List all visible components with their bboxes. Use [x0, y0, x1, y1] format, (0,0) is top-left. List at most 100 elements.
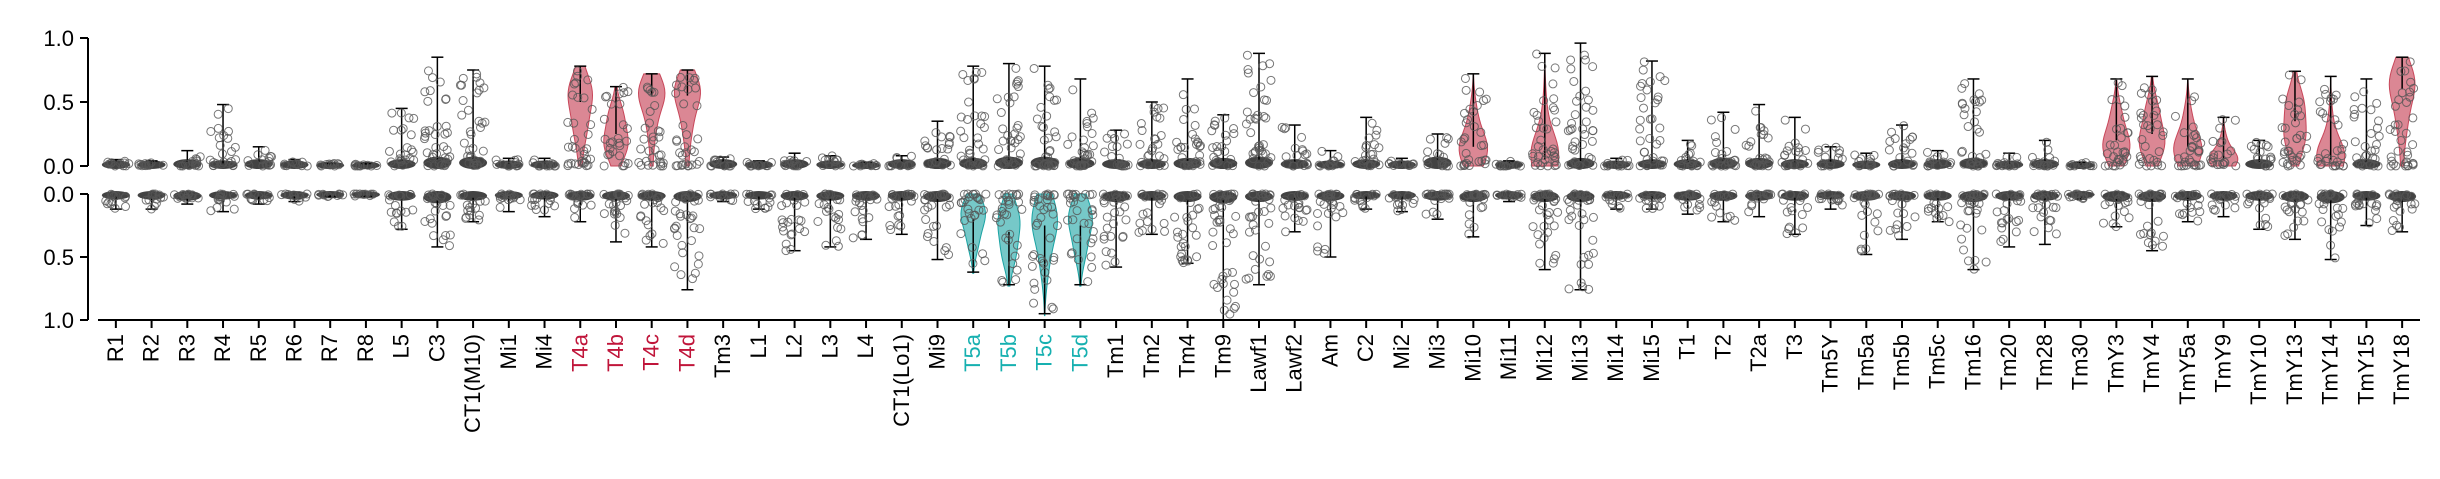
bottom-point	[2142, 191, 2152, 201]
bottom-point	[1208, 241, 1218, 251]
bottom-point	[2170, 191, 2180, 201]
top-point	[1372, 125, 1382, 135]
bottom-point	[1241, 274, 1251, 284]
bottom-point	[857, 200, 867, 210]
top-point	[441, 121, 451, 131]
category-group-t1	[1673, 139, 1705, 215]
category-label: T5a	[960, 333, 985, 372]
top-point	[678, 120, 688, 130]
bottom-point	[693, 189, 703, 199]
bottom-point	[1048, 304, 1058, 314]
top-point	[2394, 95, 2404, 105]
top-point	[2386, 161, 2396, 171]
top-point	[2294, 97, 2304, 107]
bottom-point	[468, 199, 478, 209]
bottom-point	[2011, 227, 2021, 237]
top-point	[1135, 139, 1145, 149]
top-point	[1550, 105, 1560, 115]
bottom-point	[442, 211, 452, 221]
bottom-point	[1934, 203, 1944, 213]
top-point	[1578, 139, 1588, 149]
top-point	[2050, 156, 2060, 166]
top-point	[1647, 114, 1657, 124]
bottom-point	[289, 194, 299, 204]
top-point	[1261, 113, 1271, 123]
bottom-point	[1039, 258, 1049, 268]
bottom-point	[1192, 189, 1202, 199]
bottom-point	[819, 192, 829, 202]
top-point	[1884, 145, 1894, 155]
category-group-tm1	[1098, 129, 1133, 270]
bottom-point	[368, 189, 378, 199]
top-point	[855, 161, 865, 171]
bottom-point	[1280, 211, 1290, 221]
bottom-point	[622, 196, 632, 206]
category-group-tm3	[706, 154, 740, 206]
top-point	[1821, 143, 1831, 153]
top-point	[2296, 75, 2306, 85]
bottom-point	[1265, 271, 1275, 281]
bottom-point	[1969, 191, 1979, 201]
top-point	[1476, 127, 1486, 137]
top-point	[2102, 149, 2112, 159]
bottom-point	[1510, 191, 1520, 201]
top-point	[1191, 157, 1201, 167]
top-point	[939, 154, 949, 164]
category-group-tm5c	[1923, 147, 1956, 227]
top-point	[1635, 161, 1645, 171]
bottom-point	[1782, 229, 1792, 239]
bottom-point	[2402, 190, 2412, 200]
category-label: R6	[281, 334, 306, 362]
bottom-point	[686, 236, 696, 246]
top-point	[571, 78, 581, 88]
bottom-point	[706, 189, 716, 199]
bottom-point	[144, 195, 154, 205]
category-label: CT1(Lo1)	[889, 334, 914, 427]
top-point	[827, 151, 837, 161]
top-point	[2246, 141, 2256, 151]
top-point	[1280, 124, 1290, 134]
category-group-mi15	[1635, 57, 1670, 213]
bottom-point	[2388, 216, 2398, 226]
bottom-point	[800, 227, 810, 237]
bottom-point	[1160, 226, 1170, 236]
top-point	[428, 73, 438, 83]
bottom-point	[146, 204, 156, 214]
top-point	[599, 161, 609, 171]
top-point	[265, 151, 275, 161]
bottom-point	[760, 203, 770, 213]
bottom-point	[466, 206, 476, 216]
top-point	[1587, 136, 1597, 146]
bottom-point	[1981, 257, 1991, 267]
category-group-tmy4	[2134, 75, 2168, 252]
bottom-point	[1142, 217, 1152, 227]
top-point	[2295, 130, 2305, 140]
category-group-l4	[848, 159, 882, 243]
top-point	[432, 121, 442, 131]
bottom-point	[1544, 189, 1554, 199]
bottom-point	[2261, 192, 2271, 202]
top-point	[1260, 161, 1270, 171]
top-point	[1566, 55, 1576, 65]
bottom-point	[573, 198, 583, 208]
top-point	[1254, 161, 1264, 171]
top-point	[1548, 144, 1558, 154]
category-group-mi11	[1491, 156, 1526, 203]
top-point	[1480, 159, 1490, 169]
bottom-point	[1997, 223, 2007, 233]
top-point	[675, 72, 685, 82]
top-point	[2010, 161, 2020, 171]
bottom-point	[1118, 232, 1128, 242]
bottom-point	[1859, 230, 1869, 240]
top-point	[1722, 146, 1732, 156]
bottom-point	[1695, 203, 1705, 213]
bottom-point	[1778, 195, 1788, 205]
top-point	[1723, 157, 1733, 167]
bottom-point	[1012, 240, 1022, 250]
top-point	[1938, 157, 1948, 167]
top-point	[1080, 154, 1090, 164]
bottom-point	[1222, 295, 1232, 305]
top-point	[2284, 101, 2294, 111]
bottom-point	[1338, 208, 1348, 218]
bottom-point	[1747, 201, 1757, 211]
